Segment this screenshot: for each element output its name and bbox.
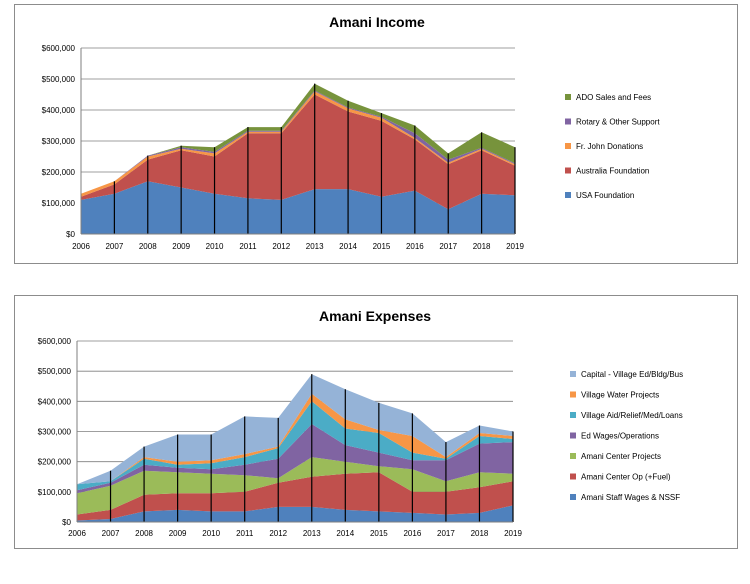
expenses-legend-label: Ed Wages/Operations [581,432,659,441]
expenses-legend-label: Village Aid/Relief/Med/Loans [581,411,683,420]
expenses-x-tick-label: 2014 [336,529,354,538]
income-x-tick-label: 2019 [506,242,524,251]
expenses-legend-swatch [570,432,576,439]
expenses-x-tick-label: 2012 [269,529,287,538]
expenses-legend-label: Village Water Projects [581,391,659,400]
expenses-x-tick-label: 2019 [504,529,522,538]
expenses-y-tick-label: $500,000 [38,367,72,376]
income-y-tick-label: $300,000 [42,137,76,146]
expenses-x-tick-label: 2011 [236,529,254,538]
expenses-legend-label: Amani Center Op (+Fuel) [581,473,671,482]
income-x-tick-label: 2017 [439,242,457,251]
income-legend-swatch [565,94,571,100]
expenses-legend-swatch [570,473,576,480]
expenses-x-tick-label: 2010 [202,529,220,538]
income-x-tick-label: 2013 [306,242,324,251]
expenses-x-tick-label: 2009 [169,529,187,538]
expenses-area-amani-center-op-fuel [77,472,513,521]
income-legend-label: USA Foundation [576,191,634,200]
income-legend-label: Rotary & Other Support [576,118,660,127]
income-y-tick-label: $0 [66,230,75,239]
expenses-legend-label: Amani Staff Wages & NSSF [581,493,680,502]
expenses-x-tick-label: 2013 [303,529,321,538]
income-legend-swatch [565,118,571,125]
income-x-tick-label: 2011 [239,242,257,251]
income-area-fr-john-donations [81,91,515,197]
income-x-tick-label: 2015 [373,242,391,251]
expenses-y-tick-label: $200,000 [38,458,72,467]
income-area-rotary-other-support [81,90,515,194]
income-area-usa-foundation [81,181,515,234]
income-y-tick-label: $500,000 [42,75,76,84]
expenses-x-tick-label: 2007 [102,529,120,538]
income-y-tick-label: $600,000 [42,44,76,53]
income-x-tick-label: 2006 [72,242,90,251]
income-y-tick-label: $400,000 [42,106,76,115]
expenses-x-tick-label: 2008 [135,529,153,538]
income-chart-title: Amani Income [329,14,425,30]
income-x-tick-label: 2016 [406,242,424,251]
expenses-area-amani-staff-wages-nssf [77,505,513,522]
income-x-tick-label: 2008 [139,242,157,251]
income-x-tick-label: 2014 [339,242,357,251]
expenses-legend-label: Amani Center Projects [581,452,661,461]
income-legend-swatch [565,192,571,198]
expenses-y-tick-label: $400,000 [38,397,72,406]
expenses-legend-swatch [570,391,576,398]
expenses-x-tick-label: 2017 [437,529,455,538]
expenses-x-tick-label: 2018 [471,529,489,538]
expenses-y-tick-label: $600,000 [38,337,72,346]
expenses-area-capital-village-ed-bldg-bus [77,374,513,485]
income-legend-label: ADO Sales and Fees [576,93,651,102]
expenses-area-village-water-projects [77,393,513,485]
expenses-legend-swatch [570,494,576,500]
income-x-tick-label: 2012 [272,242,290,251]
expenses-legend-label: Capital - Village Ed/Bldg/Bus [581,370,683,379]
expenses-chart-title: Amani Expenses [319,308,431,324]
expenses-legend-swatch [570,453,576,459]
income-legend-swatch [565,167,571,174]
income-legend-swatch [565,143,571,149]
income-legend-label: Fr. John Donations [576,142,643,151]
expenses-x-tick-label: 2015 [370,529,388,538]
expenses-area-village-aid-relief-med-loans [77,401,513,491]
income-x-tick-label: 2007 [105,242,123,251]
expenses-legend-swatch [570,412,576,418]
income-x-tick-label: 2010 [206,242,224,251]
income-y-tick-label: $200,000 [42,168,76,177]
income-chart: Amani Income $0 $100,000 $200,000 $300,000 $4… [42,14,661,251]
income-area-australia-foundation [81,94,515,210]
expenses-legend-swatch [570,371,576,377]
expenses-y-tick-label: $0 [62,518,71,527]
expenses-y-tick-label: $300,000 [38,428,72,437]
expenses-y-tick-label: $100,000 [38,488,72,497]
income-x-tick-label: 2009 [172,242,190,251]
expenses-chart: Amani Expenses $0 $100,000 $200,000 $300,000… [38,308,684,538]
expenses-x-tick-label: 2006 [68,529,86,538]
income-chart-panel: Amani Income $0 $100,000 $200,000 $300,000 $4… [14,4,738,264]
income-area-ado-sales-and-fees [81,83,515,194]
expenses-x-tick-label: 2016 [403,529,421,538]
income-legend-label: Australia Foundation [576,167,649,176]
expenses-chart-panel: Amani Expenses $0 $100,000 $200,000 $300,000… [14,295,738,549]
income-x-tick-label: 2018 [473,242,491,251]
expenses-area-amani-center-projects [77,457,513,515]
income-y-tick-label: $100,000 [42,199,76,208]
expenses-area-ed-wages-operations [77,424,513,494]
